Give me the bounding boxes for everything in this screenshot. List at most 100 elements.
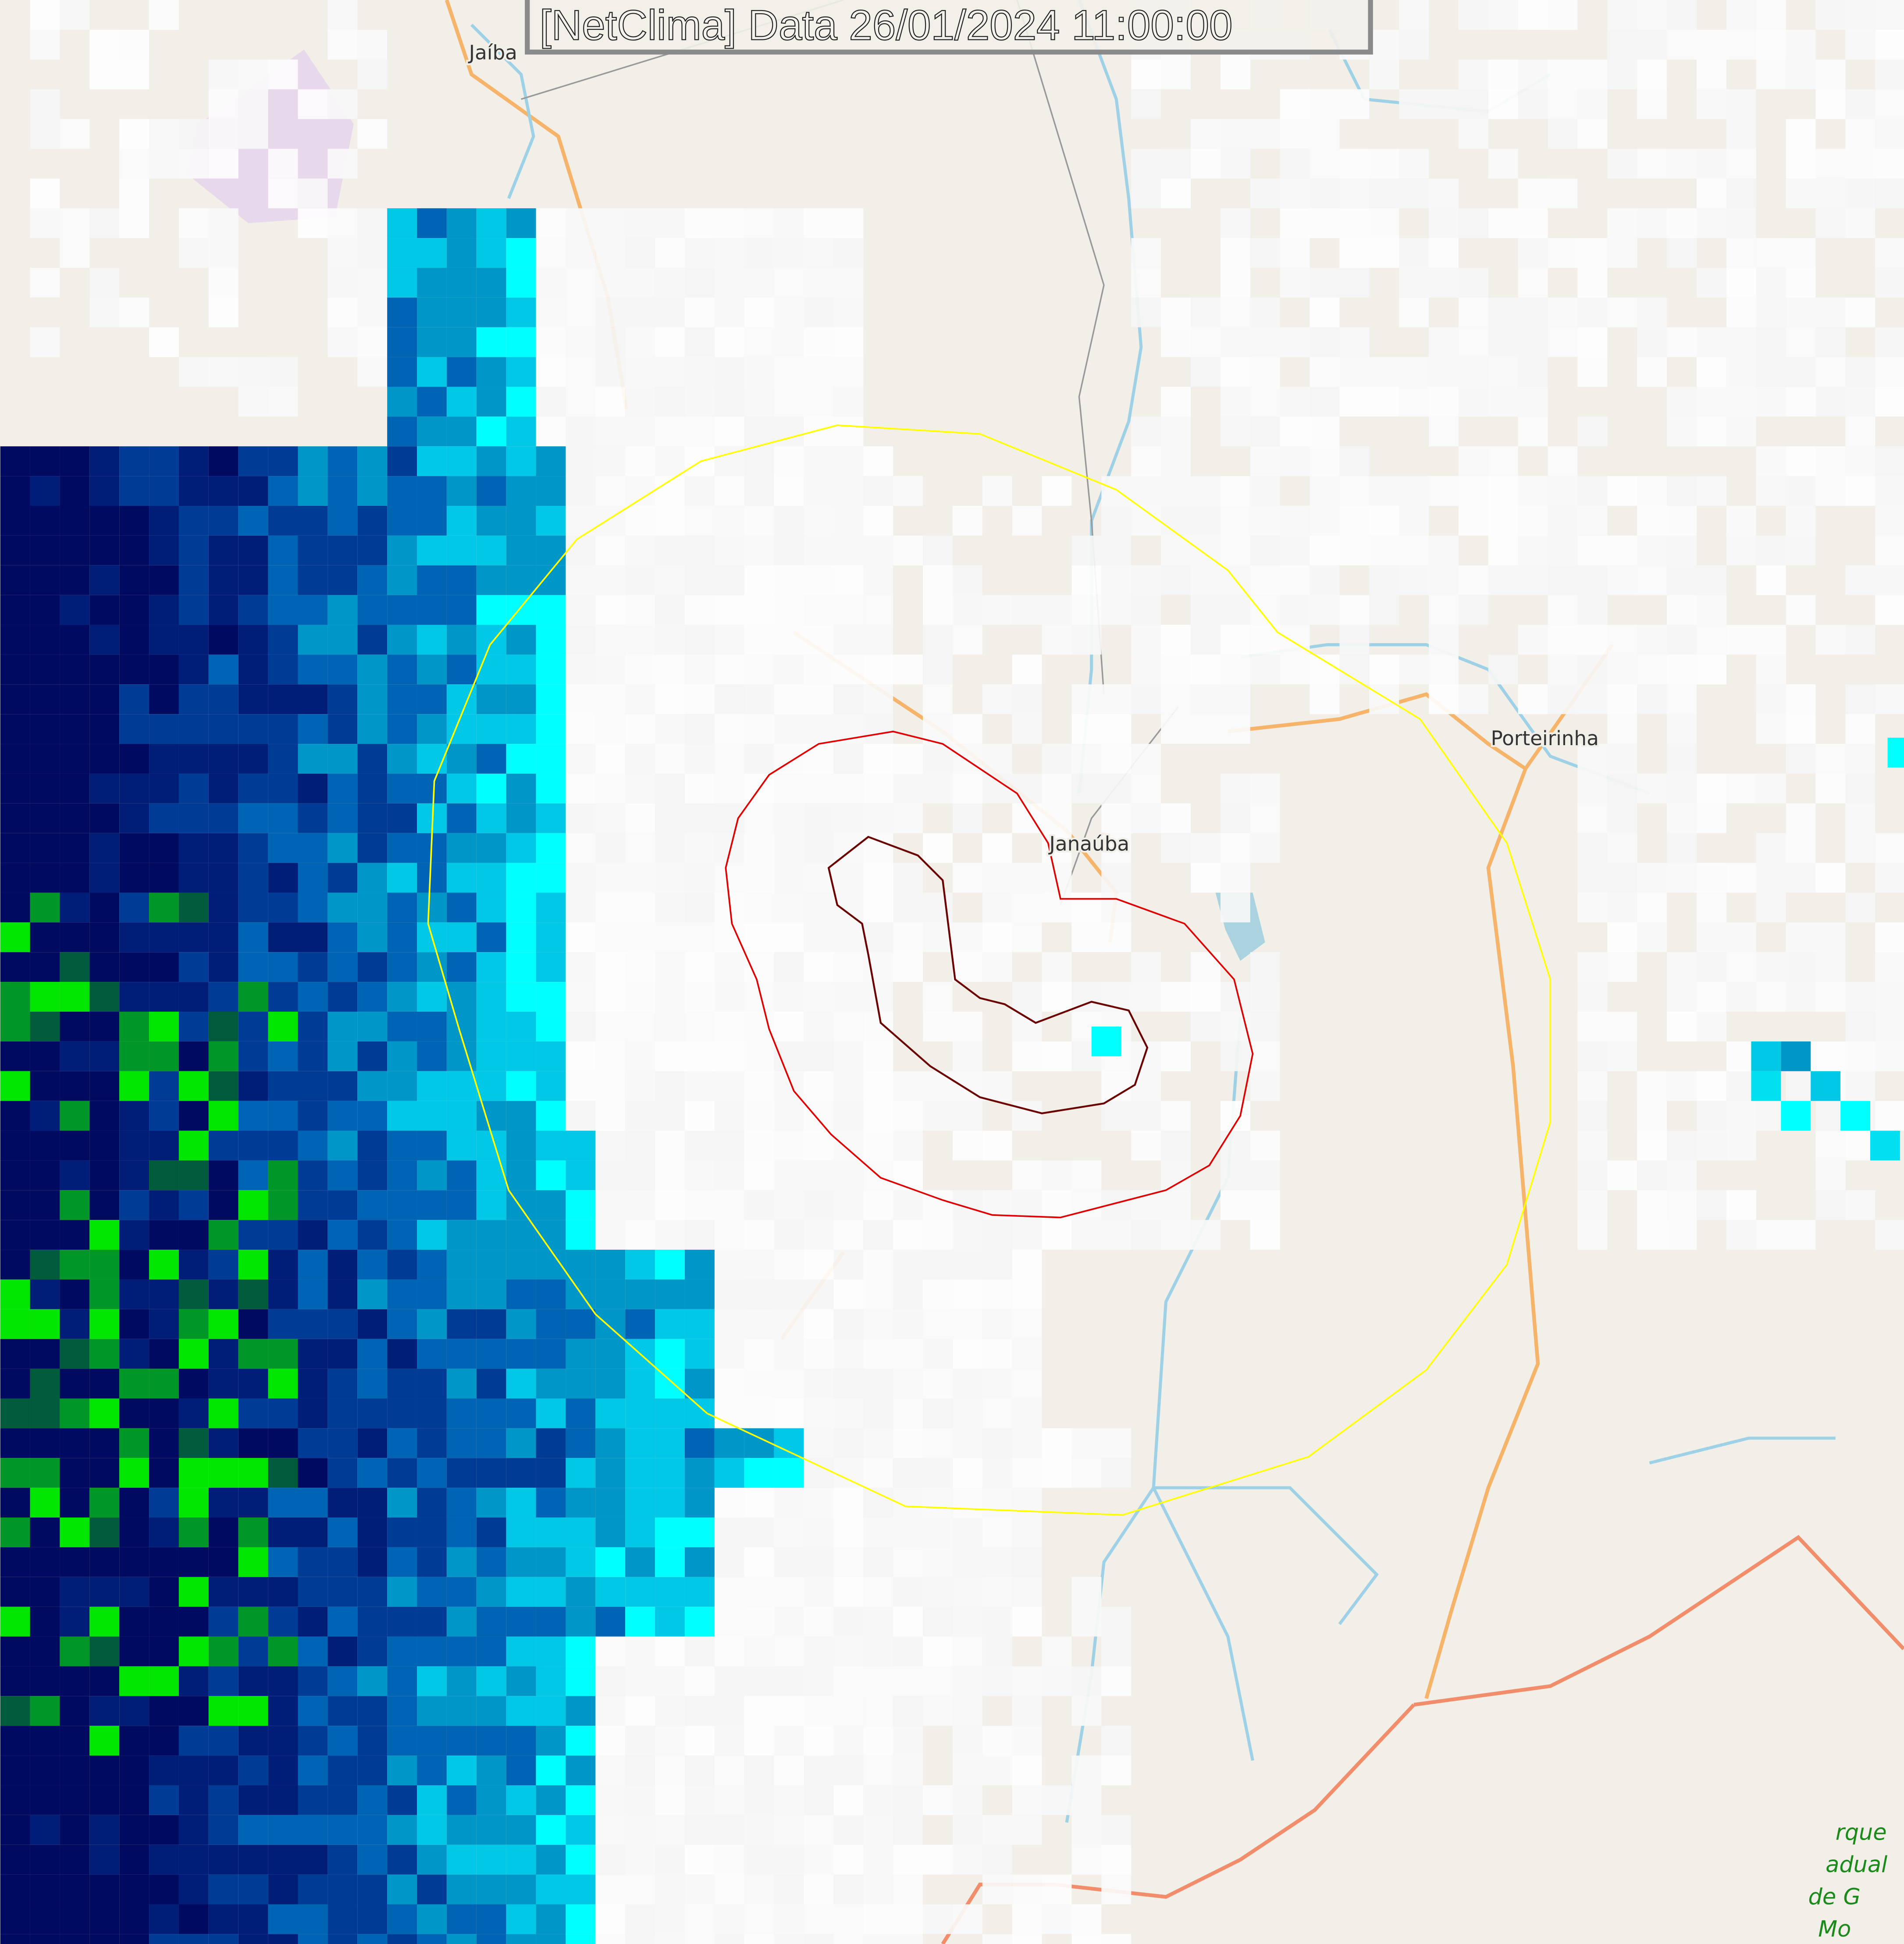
radar-cell — [446, 625, 477, 655]
radar-cell — [476, 803, 506, 833]
cloud-cell — [1786, 327, 1816, 357]
cloud-cell — [595, 892, 626, 923]
cloud-cell — [149, 119, 179, 149]
radar-cell — [298, 1279, 328, 1309]
cloud-cell — [1637, 476, 1667, 506]
radar-cell — [268, 1696, 298, 1726]
cloud-cell — [1339, 89, 1370, 119]
radar-cell — [238, 1874, 268, 1905]
radar-cell — [89, 1250, 120, 1279]
radar-cell — [357, 892, 388, 923]
cloud-cell — [625, 327, 655, 357]
cloud-cell — [655, 1666, 685, 1696]
cloud-cell — [566, 1041, 596, 1071]
cloud-cell — [714, 1547, 744, 1577]
radar-cell — [149, 1726, 179, 1756]
radar-cell — [0, 1785, 30, 1815]
radar-cell — [476, 327, 506, 357]
radar-cell — [476, 1101, 506, 1131]
radar-cell — [536, 1130, 566, 1161]
cloud-cell — [595, 595, 626, 625]
radar-cell — [208, 1220, 238, 1250]
cloud-cell — [1845, 1190, 1876, 1220]
cloud-cell — [893, 1785, 923, 1815]
radar-cell — [208, 1934, 238, 1944]
cloud-cell — [833, 922, 864, 952]
radar-cell — [119, 1726, 149, 1756]
cloud-cell — [804, 654, 834, 685]
radar-cell — [536, 773, 566, 803]
radar-cell — [327, 1815, 358, 1845]
cloud-cell — [1607, 59, 1637, 89]
cloud-cell — [893, 922, 923, 952]
cloud-cell — [1458, 89, 1488, 119]
cloud-cell — [1161, 625, 1191, 655]
cloud-cell — [655, 297, 685, 327]
radar-cell — [298, 1785, 328, 1815]
radar-cell — [60, 1458, 90, 1488]
cloud-cell — [923, 654, 953, 685]
cloud-cell — [1875, 833, 1904, 863]
radar-cell — [476, 208, 506, 238]
cloud-cell — [774, 654, 804, 685]
cloud-cell — [1548, 327, 1578, 357]
radar-cell — [178, 1130, 209, 1161]
radar-cell — [476, 1488, 506, 1518]
cloud-cell — [863, 1844, 893, 1875]
cloud-cell — [1696, 892, 1726, 923]
radar-cell — [149, 506, 179, 536]
cloud-cell — [804, 1101, 834, 1131]
radar-cell — [1811, 1071, 1841, 1101]
cloud-cell — [625, 1190, 655, 1220]
cloud-cell — [1518, 238, 1548, 268]
radar-cell — [0, 1398, 30, 1429]
cloud-cell — [1131, 1220, 1161, 1250]
cloud-cell — [863, 1458, 893, 1488]
radar-cell — [238, 1488, 268, 1518]
radar-cell — [506, 803, 536, 833]
cloud-cell — [1488, 654, 1518, 685]
radar-cell — [268, 1666, 298, 1696]
radar-cell — [506, 1071, 536, 1101]
cloud-cell — [1696, 327, 1726, 357]
cloud-cell — [1280, 446, 1310, 476]
radar-cell — [536, 1071, 566, 1101]
radar-cell — [536, 1012, 566, 1041]
radar-cell — [327, 863, 358, 893]
radar-cell — [298, 1904, 328, 1934]
cloud-cell — [208, 119, 238, 149]
radar-cell — [30, 1279, 60, 1309]
cloud-cell — [1786, 506, 1816, 536]
radar-cell — [60, 684, 90, 714]
cloud-cell — [1667, 0, 1697, 30]
cloud-cell — [863, 1726, 893, 1756]
cloud-cell — [1399, 0, 1429, 30]
cloud-cell — [893, 1606, 923, 1637]
radar-cell — [268, 773, 298, 803]
cloud-cell — [923, 1844, 953, 1875]
cloud-cell — [1548, 654, 1578, 685]
radar-cell — [149, 1904, 179, 1934]
radar-cell — [387, 595, 417, 625]
radar-cell — [149, 952, 179, 982]
radar-cell — [208, 1130, 238, 1161]
radar-cell — [327, 506, 358, 536]
cloud-cell — [1815, 476, 1846, 506]
cloud-cell — [684, 1844, 715, 1875]
radar-cell — [387, 1368, 417, 1399]
radar-cell — [89, 1101, 120, 1131]
cloud-cell — [1280, 595, 1310, 625]
cloud-cell — [804, 1756, 834, 1785]
cloud-cell — [1458, 119, 1488, 149]
radar-cell — [506, 1518, 536, 1547]
cloud-cell — [1042, 1458, 1072, 1488]
radar-cell — [238, 1666, 268, 1696]
cloud-cell — [744, 267, 774, 298]
radar-cell — [268, 1190, 298, 1220]
cloud-cell — [1190, 952, 1221, 982]
cloud-cell — [1577, 476, 1608, 506]
cloud-cell — [684, 773, 715, 803]
radar-cell — [268, 714, 298, 744]
radar-cell — [238, 922, 268, 952]
